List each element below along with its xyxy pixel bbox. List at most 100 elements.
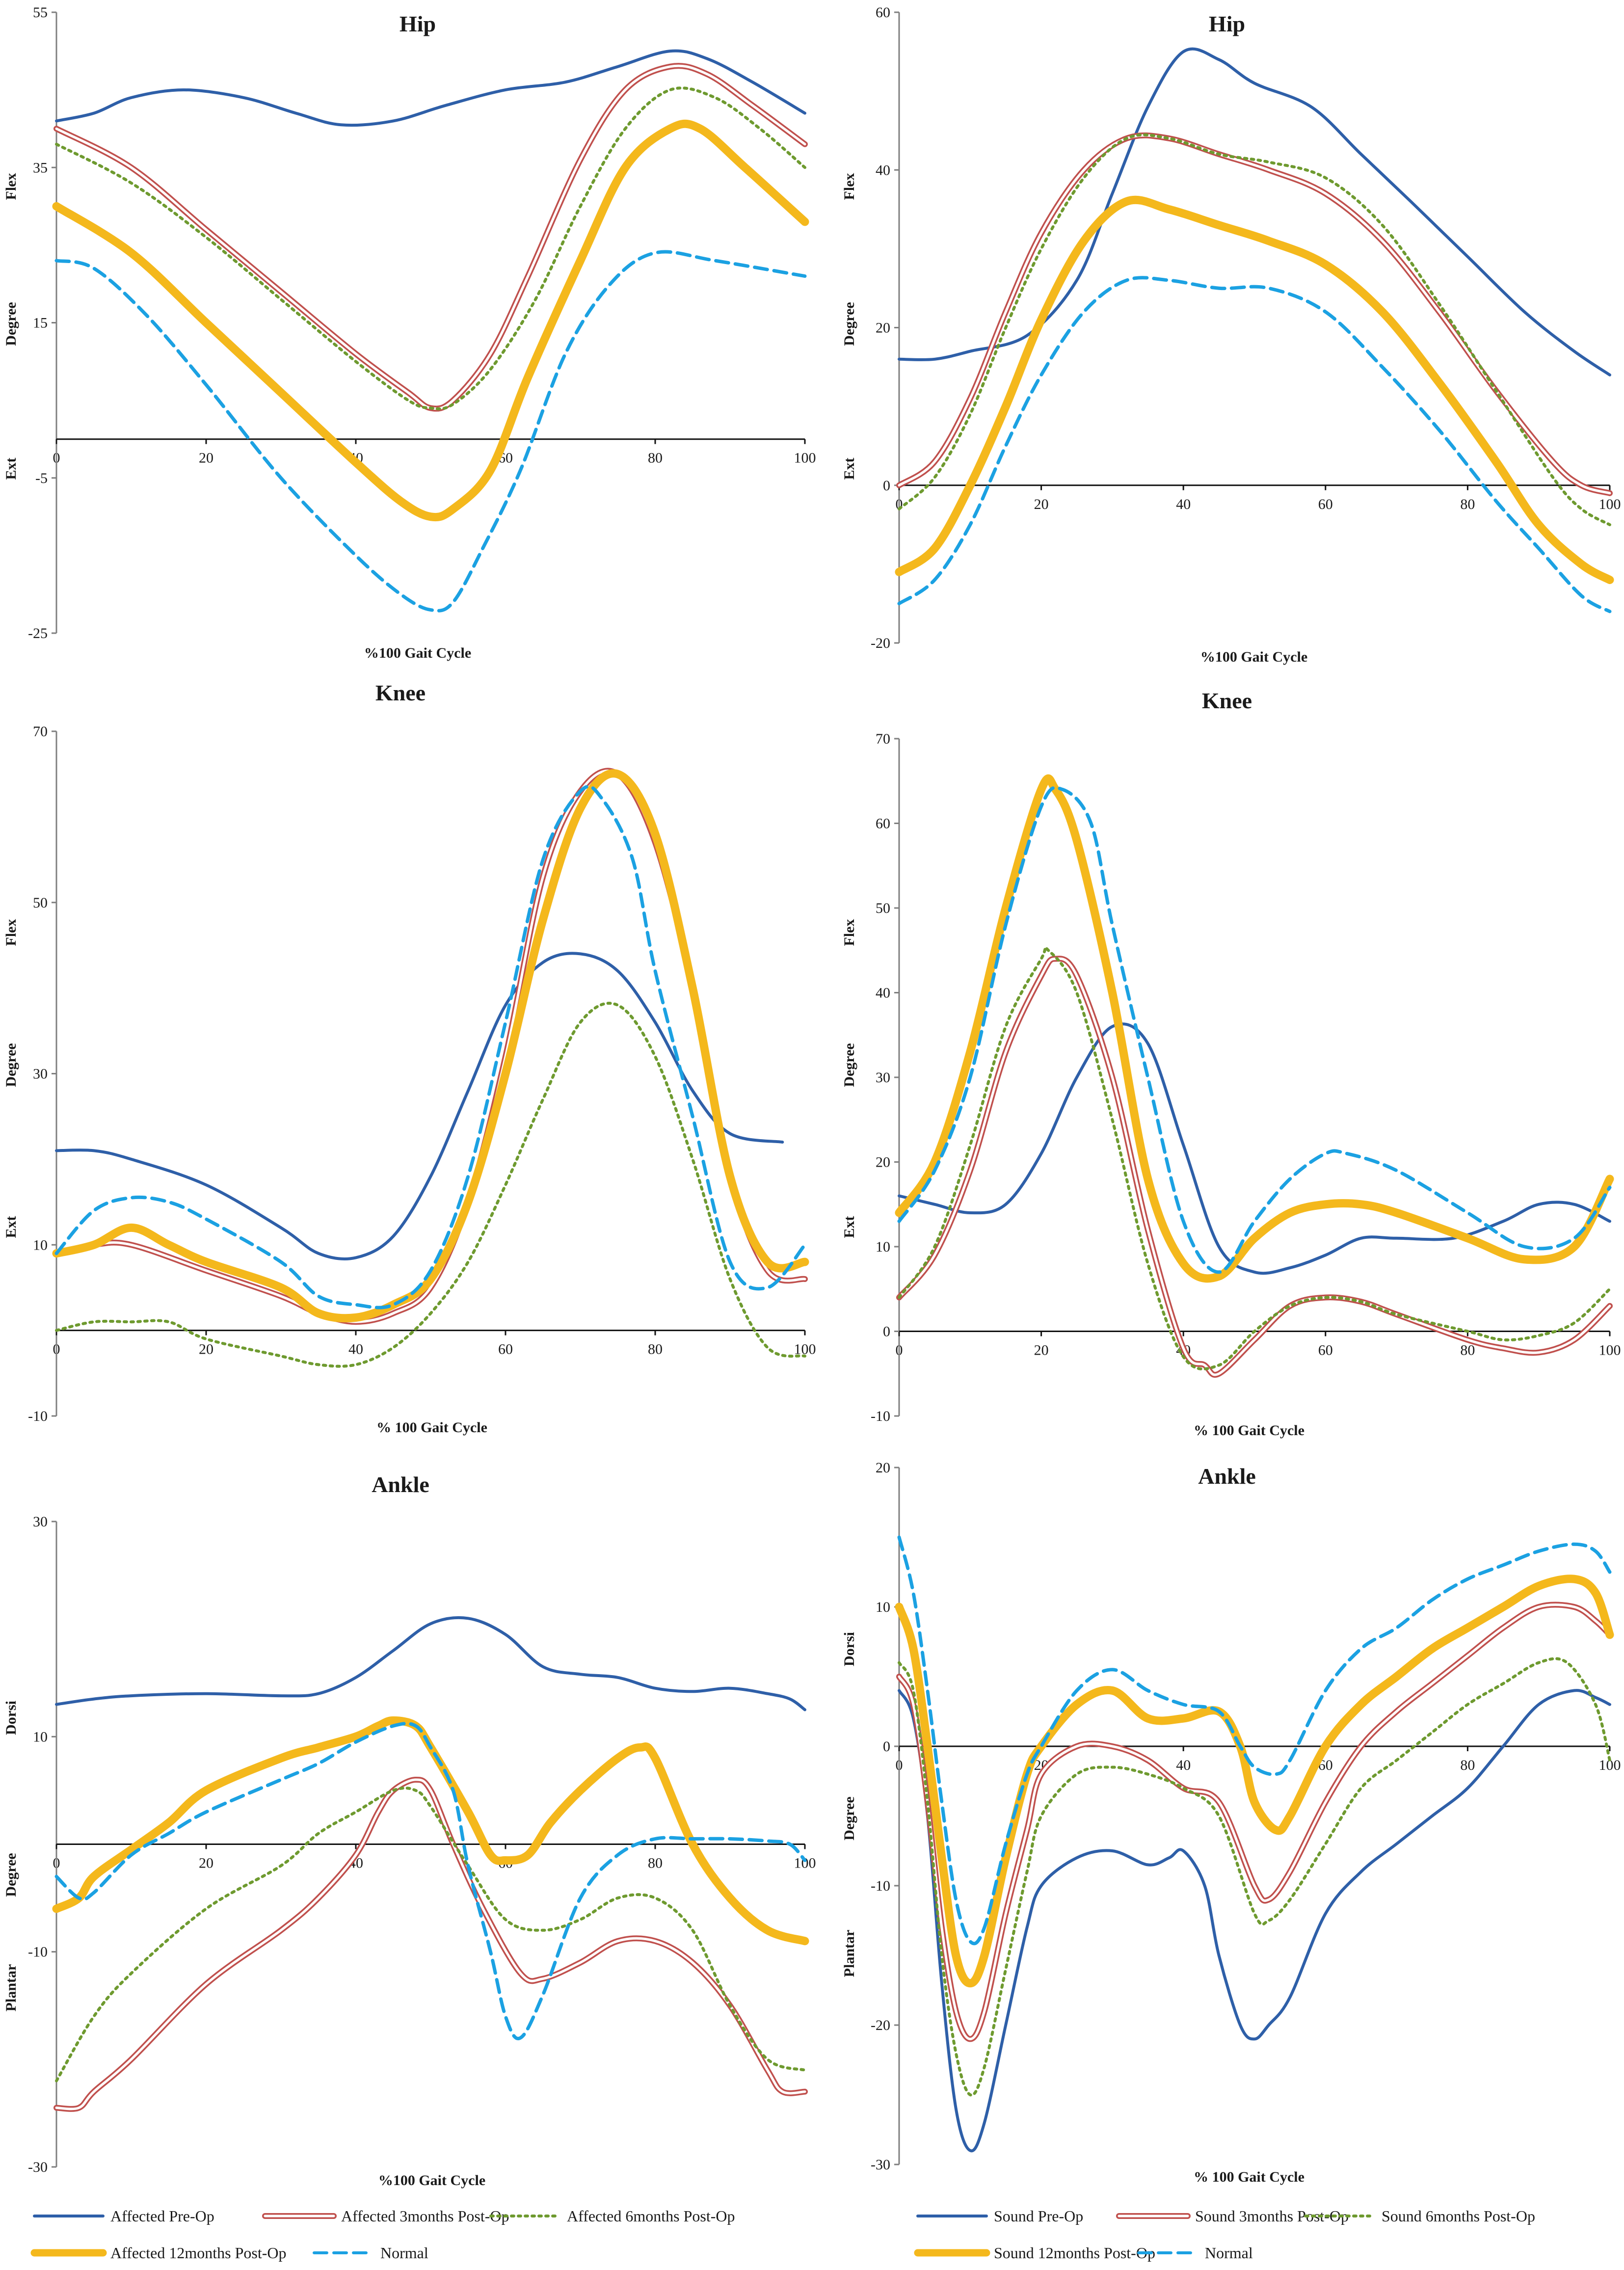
x-tick-label: 60 (498, 1341, 513, 1358)
chart-title: Knee (1202, 688, 1252, 713)
y-label-top: Dorsi (841, 1632, 857, 1666)
x-axis-label: % 100 Gait Cycle (376, 1419, 487, 1436)
series-line-2 (898, 133, 1611, 527)
x-axis-label: %100 Gait Cycle (364, 645, 471, 661)
y-tick-label: 60 (876, 4, 890, 21)
series-line-0 (55, 49, 806, 127)
y-tick-label: 10 (876, 1239, 890, 1255)
y-tick-label: -30 (28, 2159, 48, 2175)
x-axis-label: % 100 Gait Cycle (1194, 1422, 1305, 1439)
x-tick-label: 100 (794, 450, 816, 466)
y-label-bottom: Ext (841, 1216, 857, 1238)
series-line-2 (898, 945, 1611, 1371)
y-tick-label: -10 (28, 1944, 48, 1960)
y-label-top: Flex (841, 919, 857, 946)
y-tick-label: -30 (871, 2157, 890, 2173)
x-tick-label: 20 (199, 450, 213, 466)
chart-title: Knee (375, 680, 426, 705)
legend-label-6months: Affected 6months Post-Op (567, 2207, 735, 2225)
y-tick-label: 0 (883, 1324, 890, 1340)
plot-area (894, 738, 1614, 1417)
series-line-0 (55, 952, 784, 1260)
legend-right: Sound Pre-Op Sound 3months Post-Op Sound… (914, 2207, 1535, 2262)
y-tick-label: 55 (33, 4, 48, 21)
legend-label-normal: Normal (1205, 2244, 1253, 2262)
y-tick-label: -20 (871, 2017, 890, 2033)
y-label-top: Dorsi (3, 1701, 19, 1735)
y-tick-label: -10 (871, 1408, 890, 1424)
y-tick-label: 70 (876, 731, 890, 747)
y-tick-label: -5 (35, 470, 48, 486)
series-line-3 (895, 195, 1614, 584)
x-axis-label: %100 Gait Cycle (378, 2172, 485, 2189)
series-line-4 (897, 786, 1612, 1274)
x-tick-label: 40 (348, 1341, 363, 1358)
series-line-1-inner (898, 1603, 1611, 2040)
series-line-4 (897, 1535, 1612, 1946)
y-tick-label: 20 (876, 1460, 890, 1476)
y-tick-label: 70 (33, 723, 48, 740)
series-line-0 (898, 1689, 1611, 2153)
plot-area (52, 730, 809, 1417)
y-tick-label: -20 (871, 635, 890, 651)
series-line-2 (898, 1657, 1611, 2097)
series-line-3 (52, 769, 809, 1323)
x-tick-label: 20 (1034, 1342, 1049, 1359)
y-tick-label: -10 (871, 1878, 890, 1894)
plot-area (894, 11, 1614, 644)
x-tick-label: 80 (648, 1855, 663, 1871)
y-label-bottom: Ext (3, 457, 19, 480)
y-tick-labels: -10 10 30 50 70 (28, 723, 48, 1424)
y-tick-label: 50 (33, 895, 48, 911)
y-tick-label: 35 (33, 160, 48, 176)
series-line-2 (55, 1002, 806, 1368)
legend-label-12months: Affected 12months Post-Op (110, 2244, 286, 2262)
y-tick-labels: -20 0 20 40 60 (871, 4, 890, 651)
x-tick-label: 20 (199, 1341, 213, 1358)
series-line-0 (55, 1616, 806, 1711)
y-label-bottom: Plantar (3, 1964, 19, 2012)
y-tick-label: 30 (33, 1066, 48, 1082)
series-line-2 (55, 1787, 806, 2083)
series-line-1-inner (898, 957, 1611, 1376)
y-tick-label: 20 (876, 1154, 890, 1171)
x-tick-label: 80 (1460, 496, 1475, 512)
y-tick-labels: -30 -10 10 30 (28, 1514, 48, 2175)
y-label-mid: Degree (841, 1796, 857, 1840)
x-tick-label: 40 (1176, 496, 1191, 512)
y-label-top: Flex (841, 173, 857, 200)
x-tick-label: 80 (1460, 1757, 1475, 1773)
x-tick-label: 100 (1599, 496, 1621, 512)
series-line-3 (52, 1716, 809, 1946)
series-line-1-inner (55, 64, 806, 410)
series-line-1-inner (55, 1778, 806, 2110)
legend-label-6months: Sound 6months Post-Op (1382, 2207, 1535, 2225)
y-tick-label: 50 (876, 900, 890, 916)
x-tick-label: 80 (648, 450, 663, 466)
series-line-2 (55, 86, 806, 410)
y-label-top: Flex (3, 919, 19, 946)
series-line-4 (897, 276, 1612, 614)
chart-title: Hip (399, 11, 436, 36)
series-line-0 (898, 47, 1611, 376)
y-tick-label: 40 (876, 985, 890, 1001)
y-tick-label: -10 (28, 1408, 48, 1424)
x-tick-label: 20 (1034, 496, 1049, 512)
y-label-mid: Degree (3, 1043, 19, 1087)
y-tick-label: 15 (33, 315, 48, 331)
y-tick-labels: -10 0 10 20 30 40 50 60 70 (871, 731, 890, 1424)
y-tick-labels: -30 -20 -10 0 10 20 (871, 1460, 890, 2173)
series-line-0 (898, 1022, 1611, 1275)
y-tick-labels: -25 -5 15 35 55 (28, 4, 48, 641)
y-tick-label: 30 (33, 1514, 48, 1530)
x-axis-label: % 100 Gait Cycle (1194, 2169, 1305, 2185)
legend-label-pre-op: Affected Pre-Op (110, 2207, 214, 2225)
x-tick-label: 40 (1176, 1757, 1191, 1773)
legend-label-pre-op: Sound Pre-Op (994, 2207, 1083, 2225)
